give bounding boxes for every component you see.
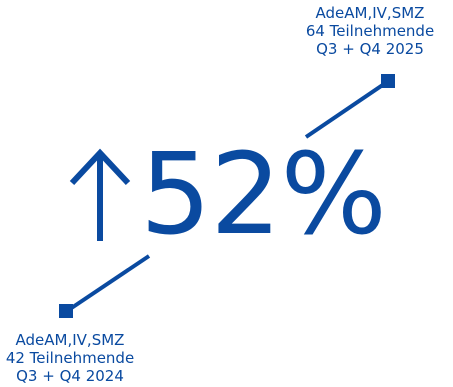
end-marker-2024 — [59, 304, 73, 318]
label-2025-participants: 64 Teilnehmende — [305, 22, 435, 40]
headline-value: 52% — [140, 130, 387, 260]
trend-line-upper — [304, 78, 392, 139]
label-2024-groups: AdeAM,IV,SMZ — [15, 331, 125, 349]
label-2025-period: Q3 + Q4 2025 — [316, 40, 424, 58]
label-2024-participants: 42 Teilnehmende — [5, 349, 135, 367]
label-2025-groups: AdeAM,IV,SMZ — [315, 4, 425, 22]
headline-figure: 52% — [68, 130, 387, 260]
label-2025: AdeAM,IV,SMZ 64 Teilnehmende Q3 + Q4 202… — [290, 4, 450, 58]
label-2024: AdeAM,IV,SMZ 42 Teilnehmende Q3 + Q4 202… — [0, 331, 140, 385]
end-marker-2025 — [381, 74, 395, 88]
trend-line-lower — [65, 254, 151, 313]
up-arrow-icon — [69, 148, 131, 241]
label-2024-period: Q3 + Q4 2024 — [16, 367, 124, 385]
